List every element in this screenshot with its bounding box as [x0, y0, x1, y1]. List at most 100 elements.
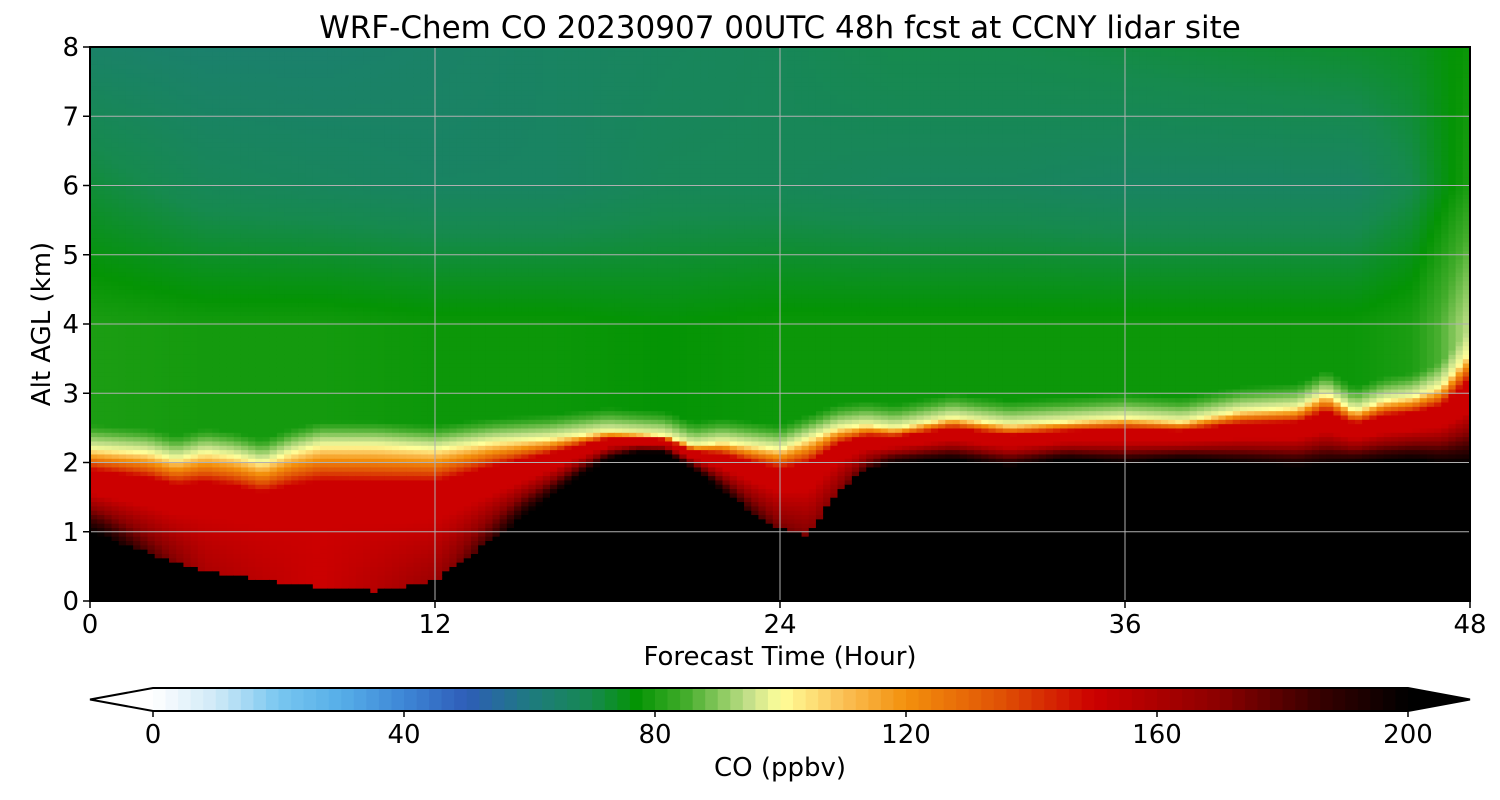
field-cell — [133, 285, 141, 290]
field-cell — [269, 445, 278, 451]
field-cell — [255, 445, 264, 451]
field-cell — [147, 90, 156, 96]
field-cell — [284, 306, 292, 312]
field-cell — [176, 341, 185, 347]
field-cell — [118, 336, 127, 342]
field-cell — [197, 64, 206, 70]
field-cell — [320, 146, 328, 152]
field-cell — [262, 250, 271, 256]
field-cell — [305, 285, 314, 290]
field-cell — [312, 163, 321, 169]
field-cell — [90, 47, 98, 52]
field-cell — [90, 492, 98, 498]
field-cell — [104, 466, 113, 472]
field-cell — [305, 466, 314, 472]
field-cell — [312, 453, 321, 459]
field-cell — [133, 47, 141, 52]
field-cell — [348, 107, 357, 113]
field-cell — [240, 233, 249, 239]
field-cell — [226, 388, 235, 394]
field-cell — [262, 272, 271, 277]
field-cell — [312, 475, 321, 481]
field-cell — [97, 181, 105, 187]
field-cell — [305, 302, 314, 308]
field-cell — [183, 181, 192, 187]
field-cell — [212, 553, 220, 559]
field-cell — [262, 492, 271, 498]
field-cell — [233, 111, 242, 117]
field-cell — [269, 575, 278, 580]
field-cell — [334, 449, 343, 455]
field-cell — [269, 259, 278, 265]
field-cell — [133, 440, 141, 446]
field-cell — [219, 237, 228, 243]
field-cell — [276, 414, 285, 420]
field-cell — [104, 596, 113, 601]
field-cell — [169, 410, 177, 416]
field-cell — [104, 501, 113, 507]
field-cell — [154, 566, 163, 572]
field-cell — [255, 479, 264, 485]
field-cell — [334, 432, 343, 438]
field-cell — [334, 306, 343, 312]
field-cell — [248, 471, 256, 477]
field-cell — [240, 536, 249, 542]
field-cell — [269, 172, 278, 178]
field-cell — [111, 345, 120, 351]
field-cell — [233, 549, 242, 554]
field-cell — [341, 293, 350, 299]
field-cell — [334, 233, 343, 239]
field-cell — [248, 289, 256, 295]
field-cell — [176, 163, 185, 169]
field-cell — [140, 224, 149, 230]
field-cell — [104, 492, 113, 498]
field-cell — [226, 189, 235, 195]
field-cell — [327, 549, 335, 554]
field-cell — [291, 280, 300, 286]
field-cell — [341, 250, 350, 256]
field-cell — [312, 427, 321, 433]
field-cell — [111, 354, 120, 360]
field-cell — [248, 111, 256, 117]
field-cell — [133, 172, 141, 178]
field-cell — [327, 215, 335, 221]
field-cell — [255, 384, 264, 390]
field-cell — [305, 371, 314, 377]
field-cell — [176, 120, 185, 126]
field-cell — [183, 557, 192, 563]
field-cell — [269, 285, 278, 290]
field-cell — [190, 362, 199, 368]
field-cell — [212, 250, 220, 256]
field-cell — [262, 228, 271, 234]
field-cell — [183, 505, 192, 511]
field-cell — [118, 319, 127, 325]
field-cell — [233, 536, 242, 542]
field-cell — [291, 272, 300, 277]
field-cell — [327, 176, 335, 182]
field-cell — [104, 185, 113, 191]
field-cell — [305, 81, 314, 87]
field-cell — [190, 168, 199, 174]
field-cell — [233, 362, 242, 368]
field-cell — [226, 202, 235, 208]
field-cell — [219, 583, 228, 589]
field-cell — [291, 293, 300, 299]
field-cell — [284, 466, 292, 472]
field-cell — [197, 453, 206, 459]
field-cell — [147, 549, 156, 554]
field-cell — [334, 319, 343, 325]
field-cell — [197, 371, 206, 377]
field-cell — [197, 263, 206, 269]
field-cell — [363, 575, 371, 580]
field-cell — [219, 427, 228, 433]
field-cell — [363, 172, 371, 178]
field-cell — [284, 194, 292, 200]
field-cell — [97, 345, 105, 351]
field-cell — [140, 579, 149, 585]
field-cell — [233, 176, 242, 182]
field-cell — [219, 215, 228, 221]
field-cell — [305, 458, 314, 464]
field-cell — [90, 432, 98, 438]
field-cell — [169, 107, 177, 113]
field-cell — [276, 94, 285, 100]
